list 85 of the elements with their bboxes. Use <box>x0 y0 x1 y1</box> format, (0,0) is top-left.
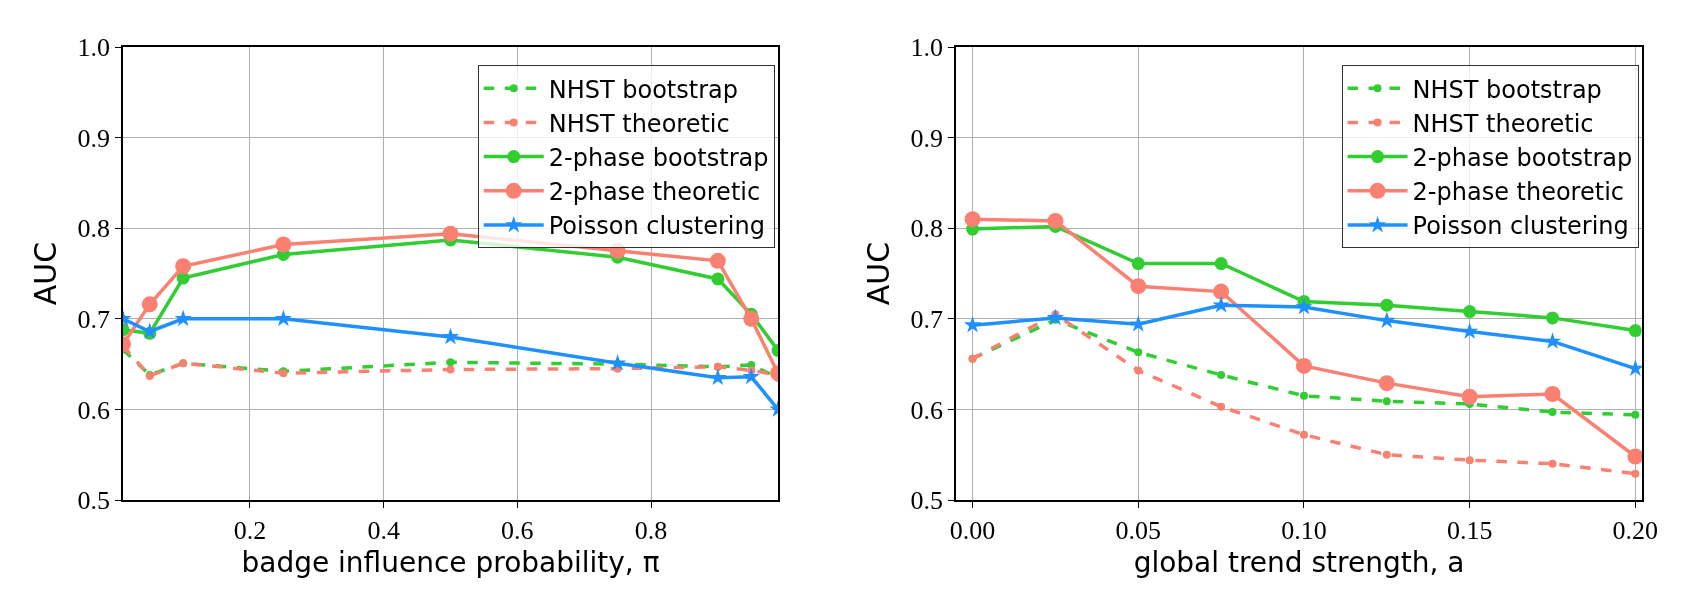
point <box>1461 388 1478 405</box>
y-tick-label: 1.0 <box>77 33 111 63</box>
x-tick-label: 0.00 <box>949 515 996 545</box>
point <box>1461 322 1479 339</box>
point <box>1212 296 1230 313</box>
point <box>141 296 158 313</box>
point <box>1463 305 1477 319</box>
point <box>1217 370 1226 379</box>
y-tick-label: 0.6 <box>77 395 111 425</box>
point <box>446 365 455 374</box>
point <box>1295 297 1313 315</box>
point <box>963 316 982 333</box>
point <box>1465 456 1474 465</box>
x-tick-label: 0.4 <box>367 515 400 545</box>
legend-label: NHST bootstrap <box>548 75 738 104</box>
point <box>1046 308 1065 326</box>
point <box>1378 375 1395 392</box>
point <box>743 310 760 327</box>
point <box>711 272 725 286</box>
x-tick-label: 0.05 <box>1115 515 1162 545</box>
point <box>742 367 760 385</box>
point <box>1130 278 1147 295</box>
legend-label: 2-phase theoretic <box>548 178 761 207</box>
legend-label: NHST theoretic <box>548 109 730 138</box>
point <box>1382 450 1391 459</box>
y-tick-label: 0.9 <box>77 123 111 153</box>
y-tick-label: 0.5 <box>910 486 944 516</box>
y-axis-title: AUC <box>861 241 897 306</box>
point <box>1213 283 1230 300</box>
y-tick-label: 0.6 <box>910 395 944 425</box>
y-tick-label: 0.7 <box>77 304 111 334</box>
point <box>275 236 292 253</box>
point <box>1382 397 1391 406</box>
point <box>1299 430 1308 439</box>
point <box>1131 257 1145 271</box>
x-tick-label: 0.10 <box>1281 515 1327 545</box>
point <box>709 368 727 386</box>
y-tick-label: 0.8 <box>910 214 944 244</box>
point <box>1217 402 1226 411</box>
point <box>441 327 460 345</box>
point <box>1295 357 1312 374</box>
point <box>1546 311 1560 325</box>
point <box>1628 324 1642 338</box>
x-tick-label: 0.20 <box>1612 515 1659 545</box>
point <box>1214 257 1228 271</box>
y-axis-title: AUC <box>28 241 64 306</box>
point <box>964 211 981 228</box>
point <box>1548 408 1557 417</box>
y-tick-label: 1.0 <box>910 33 944 63</box>
legend-label: NHST bootstrap <box>1412 75 1602 104</box>
point <box>446 358 455 367</box>
legend-label: NHST theoretic <box>1412 109 1594 138</box>
legend-label: 2-phase bootstrap <box>548 143 769 172</box>
y-tick-label: 0.5 <box>77 486 111 516</box>
point <box>174 309 192 327</box>
legend-label: 2-phase bootstrap <box>1412 143 1633 172</box>
y-tick-label: 0.8 <box>77 214 111 244</box>
point <box>1378 311 1396 328</box>
point <box>442 225 459 242</box>
point <box>608 354 627 371</box>
y-tick-label: 0.7 <box>910 304 944 334</box>
x-tick-label: 0.6 <box>501 515 534 545</box>
point <box>1134 366 1143 375</box>
point <box>1299 391 1308 400</box>
legend-label: Poisson clustering <box>548 212 765 241</box>
point <box>1047 212 1064 229</box>
point <box>274 309 293 327</box>
x-tick-label: 0.15 <box>1446 515 1493 545</box>
point <box>175 258 192 275</box>
x-tick-label: 0.2 <box>233 515 267 545</box>
legend-label: Poisson clustering <box>1412 212 1629 241</box>
x-axis-title: badge influence probability, π <box>241 545 660 579</box>
point <box>1543 332 1562 349</box>
point <box>1544 386 1561 402</box>
y-tick-label: 0.9 <box>910 123 944 153</box>
point <box>1631 410 1640 419</box>
point <box>1548 459 1557 468</box>
point <box>709 252 726 269</box>
legend-label: 2-phase theoretic <box>1412 178 1625 207</box>
point <box>1380 298 1394 312</box>
point <box>1631 469 1640 478</box>
point <box>1627 448 1642 465</box>
x-tick-label: 0.8 <box>634 515 668 545</box>
point <box>1134 348 1143 357</box>
x-axis-title: global trend strength, a <box>1133 545 1465 579</box>
